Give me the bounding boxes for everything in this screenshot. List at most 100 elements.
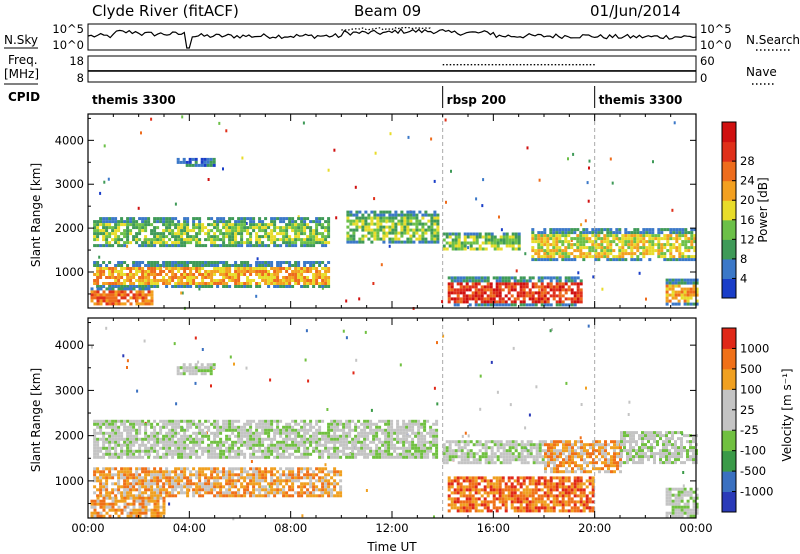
power-echo-cell <box>210 244 214 248</box>
strip2-right-tick-bottom: 0 <box>700 71 707 85</box>
power-echo-cell <box>603 234 607 238</box>
velocity-echo-cell <box>108 443 112 447</box>
power-echo-cell <box>153 261 157 264</box>
power-echo-cell <box>315 226 319 230</box>
velocity-echo-cell <box>120 470 124 474</box>
power-echo-cell <box>528 288 532 292</box>
velocity-echo-cell <box>339 419 343 423</box>
velocity-echo-cell <box>366 434 370 438</box>
power-echo-cell <box>346 237 350 241</box>
velocity-echo-cell <box>174 488 178 492</box>
power-echo-cell <box>105 232 109 236</box>
velocity-echo-cell <box>300 494 304 498</box>
power-echo-cell <box>546 276 550 280</box>
power-echo-cell <box>486 288 490 292</box>
power-echo-cell <box>543 294 547 298</box>
power-echo-cell <box>415 216 419 220</box>
velocity-echo-cell <box>354 452 358 456</box>
power-echo-cell <box>111 229 115 233</box>
velocity-echo-cell <box>393 437 397 441</box>
velocity-echo-cell <box>153 482 157 486</box>
power-echo-cell <box>267 273 271 276</box>
velocity-echo-cell <box>93 419 97 423</box>
power-echo-cell <box>93 261 97 264</box>
velocity-echo-cell <box>219 488 223 492</box>
velocity-echo-cell <box>273 446 277 450</box>
velocity-echo-cell <box>372 455 376 459</box>
velocity-echo-cell <box>261 443 265 447</box>
velocity-echo-cell <box>303 437 307 441</box>
power-echo-cell <box>468 276 472 280</box>
power-echo-cell <box>382 240 386 244</box>
power-echo-cell <box>582 240 586 244</box>
power-echo-cell <box>198 238 202 242</box>
velocity-echo-cell <box>381 449 385 453</box>
power-echo-cell <box>282 261 286 264</box>
power-echo-cell <box>129 223 133 227</box>
velocity-echo-cell <box>510 494 514 498</box>
velocity-echo-cell <box>492 500 496 504</box>
power-echo-cell <box>126 299 130 303</box>
power-echo-cell <box>213 267 217 270</box>
power-echo-cell <box>406 210 410 214</box>
power-echo-cell <box>210 223 214 227</box>
velocity-echo-cell <box>459 488 463 492</box>
velocity-echo-cell <box>333 434 337 438</box>
power-echo-cell <box>678 237 682 241</box>
velocity-echo-cell <box>504 506 508 510</box>
power-echo-cell <box>237 220 241 224</box>
power-echo-cell <box>415 231 419 235</box>
power-echo-cell <box>454 244 458 248</box>
velocity-echo-cell <box>414 446 418 450</box>
power-echo-cell <box>108 267 112 270</box>
velocity-echo-cell <box>462 506 466 510</box>
power-echo-cell <box>222 267 226 270</box>
power-echo-cell <box>477 294 481 298</box>
velocity-echo-cell <box>246 440 250 444</box>
velocity-echo-cell <box>498 500 502 504</box>
velocity-echo-cell <box>276 482 280 486</box>
power-echo-cell <box>228 241 232 245</box>
power-echo-cell <box>177 285 181 288</box>
velocity-echo-cell <box>150 479 154 483</box>
velocity-echo-cell <box>423 419 427 423</box>
velocity-echo-cell <box>192 431 196 435</box>
power-echo-cell <box>111 293 115 297</box>
power-echo-cell <box>255 264 259 267</box>
power-echo-cell <box>300 232 304 236</box>
power-echo-cell <box>138 276 142 279</box>
velocity-echo-cell <box>117 479 121 483</box>
power-echo-cell <box>657 243 661 247</box>
velocity-echo-cell <box>189 449 193 453</box>
power-echo-cell <box>463 247 467 251</box>
velocity-echo-cell <box>225 482 229 486</box>
velocity-echo-cell <box>312 470 316 474</box>
velocity-echo-cell <box>246 428 250 432</box>
velocity-echo-cell <box>363 440 367 444</box>
power-echo-cell <box>171 220 175 224</box>
power-echo-cell <box>102 273 106 276</box>
power-echo-cell <box>261 223 265 227</box>
velocity-echo-cell <box>111 434 115 438</box>
power-echo-cell <box>457 247 461 251</box>
velocity-echo-cell <box>333 455 337 459</box>
power-echo-cell <box>570 291 574 295</box>
power-echo-cell <box>282 217 286 221</box>
power-echo-cell <box>415 228 419 232</box>
velocity-echo-cell <box>357 452 361 456</box>
velocity-echo-cell <box>321 455 325 459</box>
velocity-echo-cell <box>390 434 394 438</box>
power-echo-cell <box>141 279 145 282</box>
power-echo-cell <box>477 276 481 280</box>
power-echo-cell <box>486 285 490 289</box>
power-echo-cell <box>496 247 500 251</box>
velocity-noise-cell <box>355 358 358 362</box>
velocity-echo-cell <box>273 488 277 492</box>
power-echo-cell <box>99 270 103 273</box>
velocity-echo-cell <box>201 467 205 471</box>
power-echo-cell <box>180 238 184 242</box>
velocity-echo-cell <box>231 476 235 480</box>
velocity-echo-cell <box>312 473 316 477</box>
velocity-echo-cell <box>150 511 154 515</box>
power-echo-cell <box>594 240 598 244</box>
